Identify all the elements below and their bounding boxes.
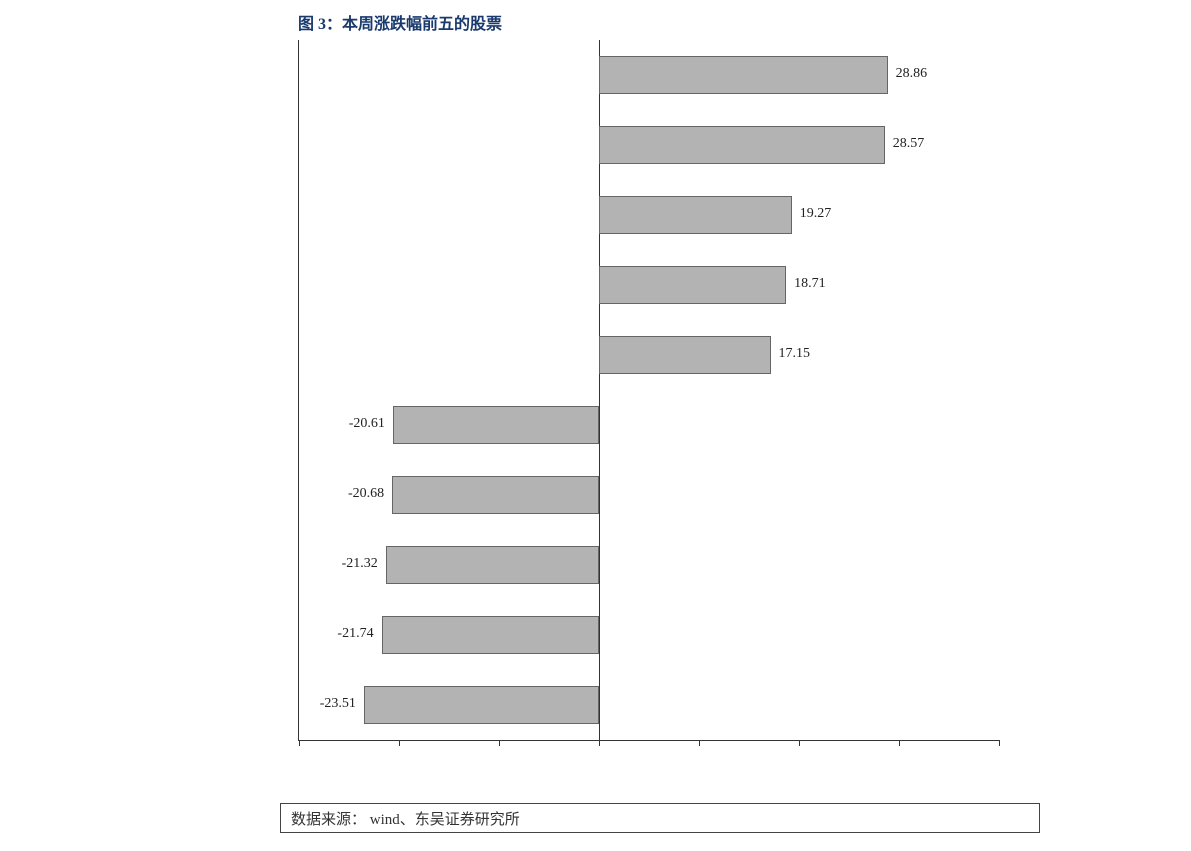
x-tick: [299, 740, 300, 746]
bar-value-label: -21.74: [337, 626, 373, 642]
bar-value-label: 28.86: [896, 66, 928, 82]
plot-region: 28.86 28.57 19.27 18.71 17.15 -20.61 -20.68 -21…: [298, 40, 999, 741]
bar-value-label: -23.51: [320, 696, 356, 712]
bar-row: 28.86: [299, 40, 999, 110]
bar: [386, 546, 599, 584]
bar-row: -21.32: [299, 530, 999, 600]
bar-row: 28.57: [299, 110, 999, 180]
bar: [599, 336, 771, 374]
x-tick: [599, 740, 600, 746]
bar: [599, 56, 888, 94]
bar-row: -23.51: [299, 670, 999, 740]
bar-value-label: 18.71: [794, 276, 826, 292]
bar-row: -20.68: [299, 460, 999, 530]
bar-row: 19.27: [299, 180, 999, 250]
x-tick: [699, 740, 700, 746]
source-box: 数据来源： wind、东吴证券研究所: [280, 803, 1040, 833]
x-tick: [799, 740, 800, 746]
bar: [599, 126, 885, 164]
bar-row: -20.61: [299, 390, 999, 460]
bar: [599, 266, 786, 304]
chart-area: 28.86 28.57 19.27 18.71 17.15 -20.61 -20.68 -21…: [298, 40, 998, 760]
bar: [364, 686, 599, 724]
bar-row: 18.71: [299, 250, 999, 320]
bar-value-label: -20.68: [348, 486, 384, 502]
bar-value-label: -21.32: [342, 556, 378, 572]
bar-value-label: 17.15: [779, 346, 811, 362]
x-tick: [399, 740, 400, 746]
bar-value-label: 19.27: [800, 206, 832, 222]
bar-row: -21.74: [299, 600, 999, 670]
bar: [382, 616, 599, 654]
source-label: 数据来源： wind、东吴证券研究所: [291, 808, 520, 829]
bar-value-label: 28.57: [893, 136, 925, 152]
bar: [599, 196, 792, 234]
bar-value-label: -20.61: [349, 416, 385, 432]
x-tick: [499, 740, 500, 746]
bar-row: 17.15: [299, 320, 999, 390]
x-tick: [999, 740, 1000, 746]
bar: [393, 406, 599, 444]
chart-title: 图 3：本周涨跌幅前五的股票: [298, 10, 502, 34]
x-tick: [899, 740, 900, 746]
bar: [392, 476, 599, 514]
